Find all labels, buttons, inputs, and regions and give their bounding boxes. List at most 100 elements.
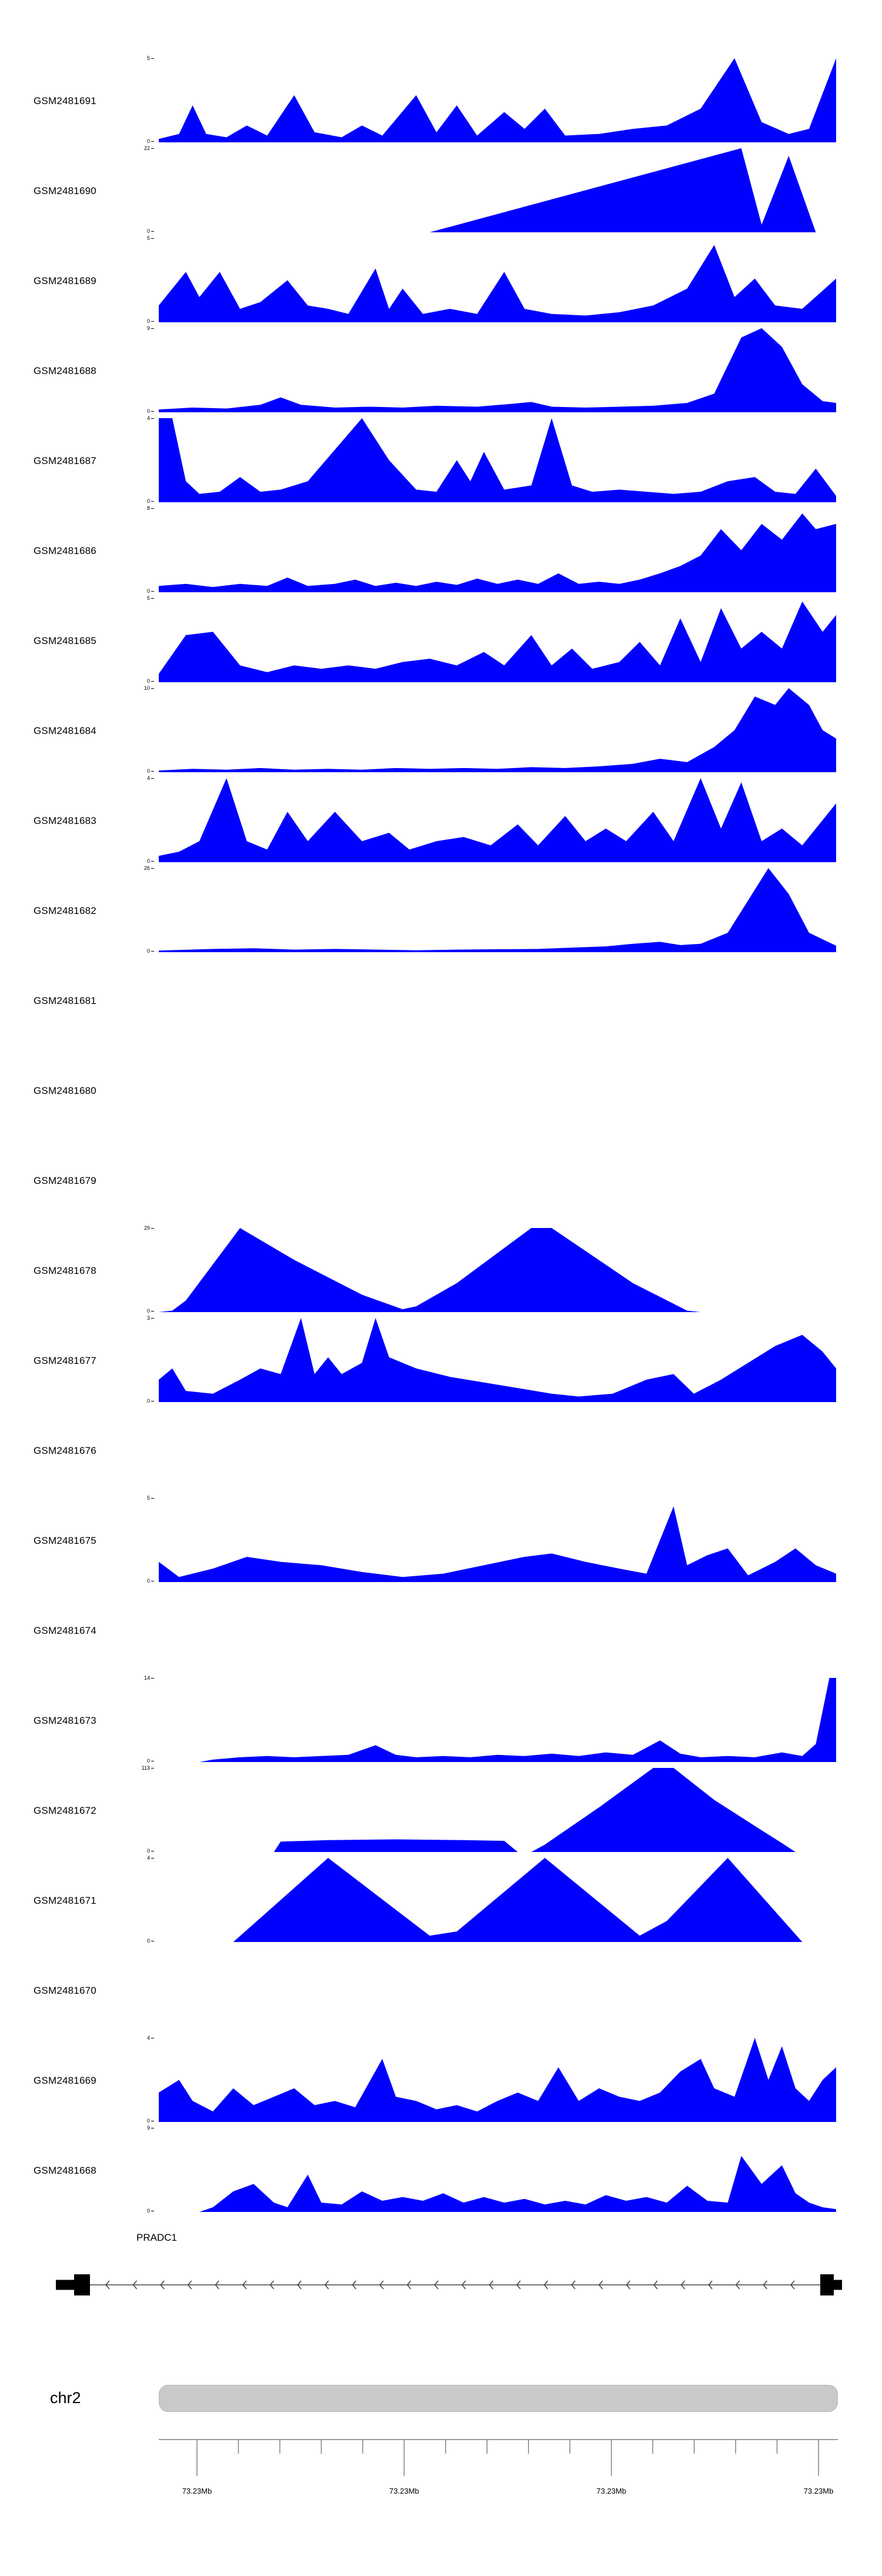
strand-arrow-left-icon: [571, 2280, 576, 2290]
y-axis-max-tick: 9: [129, 2125, 154, 2131]
track-sample-label: GSM2481676: [34, 1444, 96, 1456]
coverage-track-row: GSM2481673 14 0: [0, 1676, 882, 1766]
coverage-area-chart: [159, 418, 836, 502]
coverage-area-chart: [159, 688, 836, 772]
strand-arrow-left-icon: [461, 2280, 466, 2290]
coverage-track-row: GSM2481688 9 0: [0, 326, 882, 416]
strand-arrow-left-icon: [160, 2280, 165, 2290]
track-sample-label: GSM2481683: [34, 815, 96, 826]
coverage-track-row: GSM2481676: [0, 1406, 882, 1496]
y-axis-max-tick: 5: [129, 1496, 154, 1501]
track-sample-label: GSM2481687: [34, 455, 96, 466]
strand-arrow-left-icon: [598, 2280, 603, 2290]
gene-model: [56, 2274, 842, 2295]
axis-coordinate-label: 73.23Mb: [596, 2487, 626, 2495]
chromosome-label: chr2: [50, 2389, 81, 2407]
coverage-track-row: GSM2481686 8 0: [0, 506, 882, 596]
track-sample-label: GSM2481690: [34, 185, 96, 196]
strand-arrow-left-icon: [626, 2280, 631, 2290]
y-axis-zero-tick: 0: [129, 409, 154, 414]
strand-arrow-left-icon: [297, 2280, 302, 2290]
coverage-track-row: GSM2481668 9 0: [0, 2125, 882, 2215]
coverage-polygon: [159, 1506, 836, 1582]
coverage-track-row: GSM2481678 29 0: [0, 1226, 882, 1316]
y-axis-zero-tick: 0: [129, 1938, 154, 1944]
track-sample-label: GSM2481681: [34, 995, 96, 1006]
track-sample-label: GSM2481672: [34, 1804, 96, 1816]
coverage-area-chart: [159, 778, 836, 862]
coverage-area-chart: [159, 1228, 836, 1312]
track-sample-label: GSM2481678: [34, 1264, 96, 1276]
coverage-track-row: GSM2481683 4 0: [0, 776, 882, 866]
strand-arrow-left-icon: [242, 2280, 247, 2290]
strand-arrow-left-icon: [105, 2280, 110, 2290]
coverage-polygon: [159, 601, 836, 682]
coverage-area-chart: [159, 513, 836, 592]
coverage-track-row: GSM2481674: [0, 1586, 882, 1676]
track-sample-label: GSM2481670: [34, 1984, 96, 1996]
coverage-track-row: GSM2481682 26 0: [0, 866, 882, 956]
coverage-polygon: [159, 328, 836, 412]
coverage-polygon: [159, 418, 836, 502]
track-sample-label: GSM2481673: [34, 1714, 96, 1726]
coverage-area-chart: [159, 868, 836, 952]
utr-box: [834, 2280, 842, 2290]
coverage-track-row: GSM2481690 22 0: [0, 146, 882, 236]
genome-axis: [159, 2439, 838, 2476]
y-axis-max-tick: 5: [129, 236, 154, 241]
coverage-polygon: [159, 245, 836, 322]
y-axis-zero-tick: 0: [129, 319, 154, 324]
y-axis-zero-tick: 0: [129, 1399, 154, 1404]
strand-arrow-left-icon: [790, 2280, 795, 2290]
y-axis-zero-tick: 0: [129, 949, 154, 954]
coverage-polygon: [159, 688, 836, 772]
y-axis-max-tick: 4: [129, 416, 154, 421]
coverage-polygon: [159, 1228, 836, 1312]
coverage-area-chart: [159, 601, 836, 682]
coverage-track-row: GSM2481670: [0, 1946, 882, 2036]
y-axis-max-tick: 10: [129, 686, 154, 691]
coverage-track-row: GSM2481685 5 0: [0, 596, 882, 686]
y-axis-zero-tick: 0: [129, 229, 154, 234]
track-sample-label: GSM2481686: [34, 545, 96, 556]
exon-box: [74, 2274, 90, 2295]
coverage-track-row: GSM2481681: [0, 956, 882, 1046]
y-axis-max-tick: 5: [129, 56, 154, 61]
y-axis-zero-tick: 0: [129, 589, 154, 594]
y-axis-max-tick: 9: [129, 326, 154, 331]
coverage-track-row: GSM2481684 10 0: [0, 686, 882, 776]
coverage-track-row: GSM2481679: [0, 1136, 882, 1226]
y-axis-zero-tick: 0: [129, 769, 154, 774]
coverage-polygon: [159, 148, 836, 232]
coverage-area-chart: [159, 58, 836, 142]
y-axis-zero-tick: 0: [129, 499, 154, 504]
coverage-area-chart: [159, 2155, 836, 2212]
axis-coordinate-label: 73.23Mb: [803, 2487, 834, 2495]
strand-arrow-left-icon: [379, 2280, 384, 2290]
axis-coordinate-label: 73.23Mb: [182, 2487, 212, 2495]
strand-arrow-left-icon: [406, 2280, 412, 2290]
track-sample-label: GSM2481688: [34, 365, 96, 376]
coverage-track-row: GSM2481671 4 0: [0, 1856, 882, 1946]
coverage-polygon: [159, 778, 836, 862]
strand-arrow-left-icon: [132, 2280, 138, 2290]
exon-box: [820, 2274, 834, 2295]
coverage-track-row: GSM2481677 3 0: [0, 1316, 882, 1406]
y-axis-max-tick: 3: [129, 1316, 154, 1321]
coverage-area-chart: [159, 148, 836, 232]
track-plot-area: 22 0: [144, 146, 836, 234]
track-sample-label: GSM2481674: [34, 1624, 96, 1636]
y-axis-zero-tick: 0: [129, 2118, 154, 2124]
coverage-area-chart: [159, 2038, 836, 2122]
y-axis-max-tick: 14: [129, 1676, 154, 1681]
y-axis-max-tick: 22: [129, 146, 154, 151]
coverage-polygon: [159, 2155, 836, 2212]
track-sample-label: GSM2481671: [34, 1894, 96, 1906]
coverage-track-row: GSM2481691 5 0: [0, 56, 882, 146]
